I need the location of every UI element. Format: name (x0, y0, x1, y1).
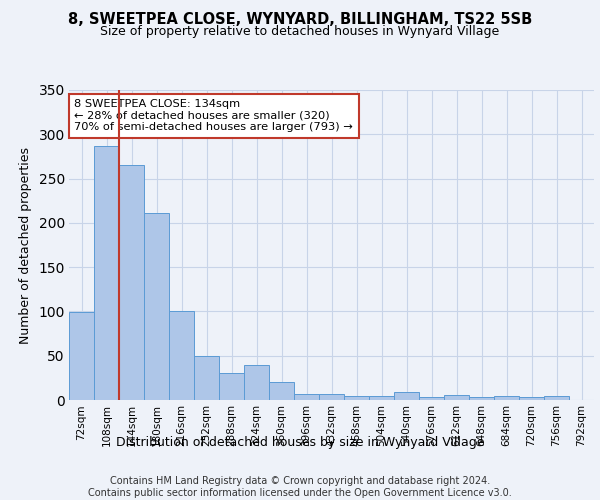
Text: 8 SWEETPEA CLOSE: 134sqm
← 28% of detached houses are smaller (320)
70% of semi-: 8 SWEETPEA CLOSE: 134sqm ← 28% of detach… (74, 100, 353, 132)
Bar (219, 374, 244, 400)
Text: Contains HM Land Registry data © Crown copyright and database right 2024.
Contai: Contains HM Land Registry data © Crown c… (88, 476, 512, 498)
Bar (169, 310, 194, 400)
Bar (544, 396, 569, 400)
Bar (319, 394, 344, 400)
Bar (519, 398, 544, 400)
Bar (244, 364, 269, 400)
Bar (69, 312, 94, 400)
Bar (444, 394, 469, 400)
Bar (369, 396, 394, 400)
Text: Size of property relative to detached houses in Wynyard Village: Size of property relative to detached ho… (100, 25, 500, 38)
Bar (94, 146, 119, 400)
Bar (394, 392, 419, 400)
Bar (419, 398, 444, 400)
Bar (194, 356, 219, 400)
Bar (344, 396, 369, 400)
Text: Distribution of detached houses by size in Wynyard Village: Distribution of detached houses by size … (116, 436, 484, 449)
Bar (269, 382, 294, 400)
Bar (144, 213, 169, 400)
Bar (469, 398, 494, 400)
Bar (494, 396, 519, 400)
Text: 8, SWEETPEA CLOSE, WYNYARD, BILLINGHAM, TS22 5SB: 8, SWEETPEA CLOSE, WYNYARD, BILLINGHAM, … (68, 12, 532, 28)
Bar (119, 166, 144, 400)
Y-axis label: Number of detached properties: Number of detached properties (19, 146, 32, 344)
Bar (294, 394, 319, 400)
